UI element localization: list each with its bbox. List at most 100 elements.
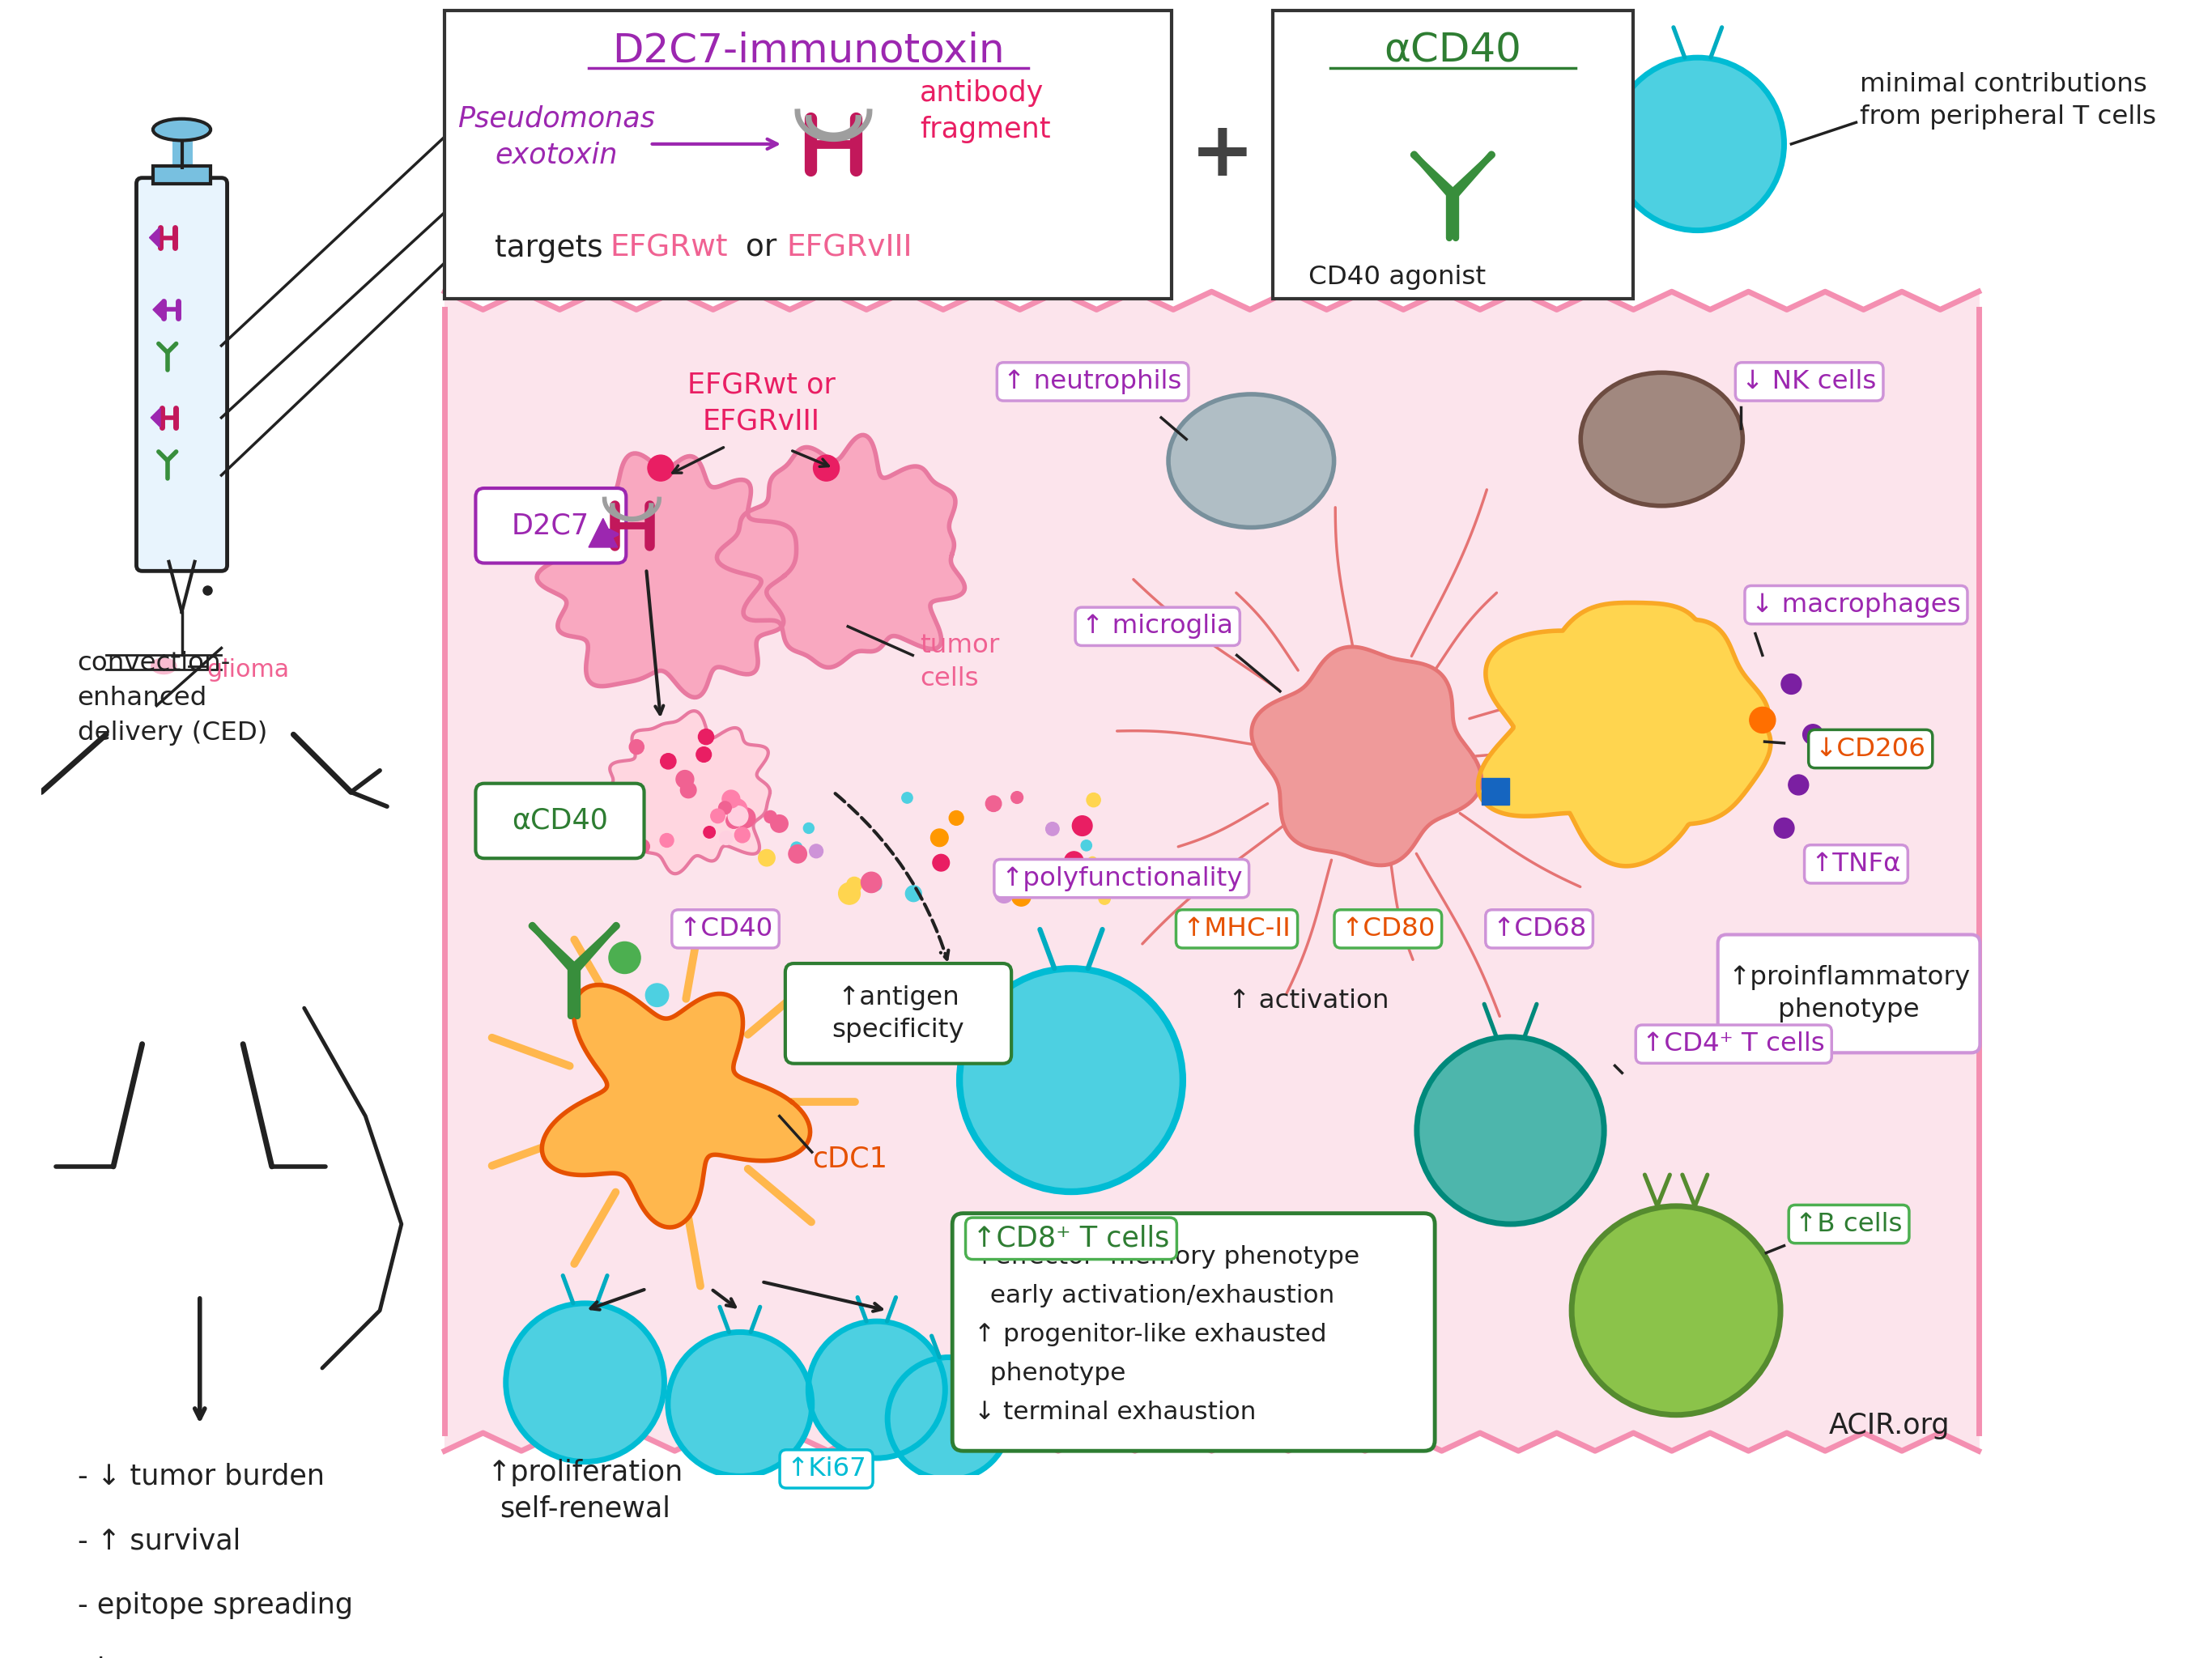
Text: αCD40: αCD40: [1385, 32, 1522, 70]
Circle shape: [765, 811, 776, 822]
Circle shape: [907, 889, 918, 900]
Text: minimal contributions
from peripheral T cells: minimal contributions from peripheral T …: [1860, 71, 2157, 129]
Circle shape: [1750, 706, 1776, 733]
Text: ↓ terminal exhaustion: ↓ terminal exhaustion: [973, 1401, 1256, 1424]
FancyBboxPatch shape: [1719, 935, 1980, 1053]
Circle shape: [661, 753, 677, 769]
Text: targets: targets: [495, 234, 613, 264]
Text: phenotype: phenotype: [973, 1361, 1126, 1384]
Text: - ↑ survival: - ↑ survival: [77, 1527, 241, 1555]
Text: D2C7-immunotoxin: D2C7-immunotoxin: [613, 32, 1004, 70]
Text: ↑proinflammatory
phenotype: ↑proinflammatory phenotype: [1728, 965, 1971, 1023]
Circle shape: [635, 839, 650, 854]
Text: ↑proliferation
self-renewal: ↑proliferation self-renewal: [487, 1459, 684, 1522]
Circle shape: [803, 822, 814, 834]
Text: ↑MHC-II: ↑MHC-II: [1183, 917, 1292, 942]
Text: EFGRvIII: EFGRvIII: [787, 234, 914, 264]
Circle shape: [721, 791, 739, 807]
Text: glioma: glioma: [208, 658, 290, 681]
Circle shape: [1086, 793, 1102, 807]
Text: D2C7: D2C7: [511, 512, 588, 539]
Circle shape: [792, 842, 803, 854]
Text: ↑ microglia: ↑ microglia: [1082, 613, 1234, 638]
Circle shape: [814, 454, 838, 481]
Text: convection-
enhanced
delivery (CED): convection- enhanced delivery (CED): [77, 652, 268, 746]
Text: EFGRwt or
EFGRvIII: EFGRwt or EFGRvIII: [688, 371, 836, 434]
Polygon shape: [597, 711, 770, 874]
Text: CD40 agonist: CD40 agonist: [1310, 265, 1486, 290]
FancyBboxPatch shape: [476, 784, 644, 859]
Circle shape: [719, 831, 732, 844]
Circle shape: [710, 809, 726, 822]
Circle shape: [677, 771, 695, 788]
Circle shape: [681, 783, 697, 797]
Circle shape: [931, 829, 949, 847]
Ellipse shape: [135, 645, 192, 680]
Circle shape: [838, 882, 860, 904]
Text: tumor
cells: tumor cells: [920, 633, 1000, 691]
Circle shape: [703, 826, 714, 837]
Bar: [1272, 12, 1632, 298]
Circle shape: [1011, 887, 1031, 905]
Bar: [445, 310, 1978, 1433]
Text: ↑ progenitor-like exhausted: ↑ progenitor-like exhausted: [973, 1323, 1327, 1346]
Circle shape: [726, 812, 741, 829]
Circle shape: [905, 885, 922, 902]
Circle shape: [949, 811, 964, 826]
Circle shape: [1418, 1036, 1604, 1224]
Circle shape: [869, 879, 883, 890]
Text: ↑Ki67: ↑Ki67: [785, 1456, 867, 1482]
FancyBboxPatch shape: [785, 963, 1011, 1063]
Ellipse shape: [1168, 395, 1334, 527]
Circle shape: [1573, 1205, 1781, 1414]
Text: +: +: [1190, 118, 1254, 192]
Text: - ↓ tumor burden: - ↓ tumor burden: [77, 1462, 325, 1491]
Ellipse shape: [1582, 373, 1743, 506]
Text: ↑B cells: ↑B cells: [1796, 1212, 1902, 1237]
Text: ACIR.org: ACIR.org: [1829, 1413, 1949, 1439]
Circle shape: [995, 884, 1013, 904]
Text: ↑TNFα: ↑TNFα: [1812, 852, 1902, 877]
Circle shape: [1099, 894, 1110, 904]
Text: EFGRwt: EFGRwt: [611, 234, 728, 264]
Circle shape: [184, 487, 259, 564]
Circle shape: [1011, 791, 1022, 804]
Text: - epitope spreading: - epitope spreading: [77, 1592, 352, 1620]
Text: ↑antigen
specificity: ↑antigen specificity: [832, 985, 964, 1043]
Circle shape: [860, 872, 883, 892]
Polygon shape: [588, 519, 617, 547]
Text: ↑ activation: ↑ activation: [1228, 988, 1389, 1013]
Circle shape: [507, 1303, 664, 1462]
Circle shape: [697, 748, 712, 763]
Text: ↑CD80: ↑CD80: [1340, 917, 1436, 942]
Circle shape: [787, 846, 807, 864]
Circle shape: [1774, 817, 1794, 839]
Polygon shape: [717, 434, 964, 668]
Circle shape: [987, 796, 1002, 811]
Circle shape: [648, 454, 675, 481]
Text: ↑ neutrophils: ↑ neutrophils: [1004, 370, 1181, 395]
Circle shape: [646, 983, 668, 1006]
Polygon shape: [150, 408, 159, 428]
Text: ↓CD206: ↓CD206: [1816, 736, 1927, 761]
Text: ↑effector  memory phenotype: ↑effector memory phenotype: [973, 1245, 1360, 1268]
FancyBboxPatch shape: [1482, 778, 1509, 806]
Circle shape: [1046, 822, 1060, 836]
Circle shape: [668, 1331, 812, 1476]
Circle shape: [1009, 872, 1031, 894]
Ellipse shape: [91, 685, 307, 1045]
Circle shape: [933, 854, 949, 870]
Circle shape: [960, 968, 1183, 1192]
Text: ↑polyfunctionality: ↑polyfunctionality: [1000, 865, 1243, 890]
Circle shape: [1079, 867, 1091, 880]
Circle shape: [608, 942, 641, 973]
Text: ↑CD4⁺ T cells: ↑CD4⁺ T cells: [1641, 1031, 1825, 1056]
Text: ↑CD40: ↑CD40: [679, 917, 772, 942]
Text: cDC1: cDC1: [812, 1146, 887, 1174]
FancyBboxPatch shape: [476, 487, 626, 564]
Ellipse shape: [150, 658, 177, 673]
Polygon shape: [542, 985, 810, 1227]
Circle shape: [734, 807, 754, 827]
Circle shape: [628, 739, 644, 754]
Text: Pseudomonas
exotoxin: Pseudomonas exotoxin: [458, 104, 655, 169]
